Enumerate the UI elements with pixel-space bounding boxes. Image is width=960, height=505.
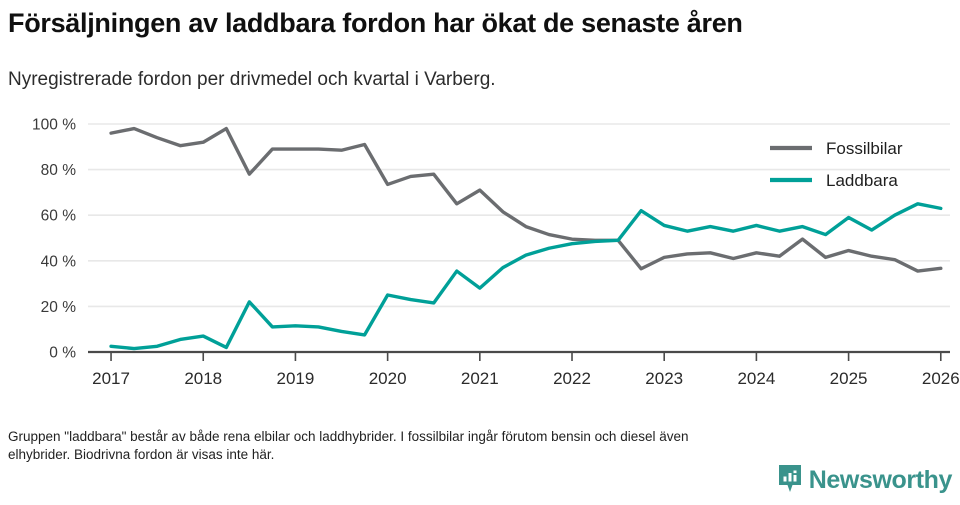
series-line-laddbara: [109, 202, 943, 351]
x-axis-tick-label: 2021: [461, 369, 499, 388]
x-axis-tick-label: 2019: [277, 369, 315, 388]
chart-container: 0 % 20 % 40 % 60 % 80 % 100 % 2017 2018 2019 202…: [0, 104, 960, 394]
y-axis-tick-labels: 0 % 20 % 40 % 60 % 80 % 100 %: [32, 117, 76, 362]
x-axis-tick-label: 2018: [184, 369, 222, 388]
newsworthy-logo[interactable]: Newsworthy: [777, 463, 952, 497]
series-lines: [109, 126, 943, 351]
x-axis-tick-label: 2025: [830, 369, 868, 388]
x-axis-tick-labels: 2017 2018 2019 2020 2021 2022 2023 2024 2025 2026: [92, 369, 960, 388]
x-axis-tick-label: 2024: [737, 369, 775, 388]
page-title: Försäljningen av laddbara fordon har öka…: [8, 8, 743, 38]
footnote-line-1: Gruppen "laddbara" består av både rena e…: [8, 429, 689, 444]
x-axis-tick-label: 2022: [553, 369, 591, 388]
x-axis-tick-label: 2017: [92, 369, 130, 388]
y-axis-tick-label: 20 %: [41, 299, 77, 316]
page-subtitle: Nyregistrerade fordon per drivmedel och …: [8, 69, 496, 90]
x-axis-tick-label: 2026: [922, 369, 960, 388]
y-axis-tick-label: 60 %: [41, 208, 77, 225]
y-axis-tick-label: 40 %: [41, 253, 77, 270]
footnote: Gruppen "laddbara" består av både rena e…: [8, 428, 938, 464]
legend-label-laddbara: Laddbara: [826, 171, 898, 190]
logo-wordmark: Newsworthy: [808, 466, 953, 494]
x-axis-tick-label: 2020: [369, 369, 407, 388]
series-line-fossilbilar: [109, 126, 943, 273]
legend-label-fossilbilar: Fossilbilar: [826, 139, 903, 158]
x-axis-ticks: [110, 352, 942, 361]
y-axis-tick-label: 80 %: [41, 162, 77, 179]
footnote-line-2: elhybrider. Biodrivna fordon är visas in…: [8, 447, 275, 462]
y-axis-tick-label: 100 %: [32, 117, 76, 134]
map-pin-bar-chart-icon: [778, 465, 801, 492]
line-chart: 0 % 20 % 40 % 60 % 80 % 100 % 2017 2018 2019 202…: [32, 117, 960, 389]
chart-legend: Fossilbilar Laddbara: [770, 139, 903, 190]
gridlines: [88, 123, 950, 354]
y-axis-tick-label: 0 %: [49, 345, 76, 362]
x-axis-tick-label: 2023: [645, 369, 683, 388]
